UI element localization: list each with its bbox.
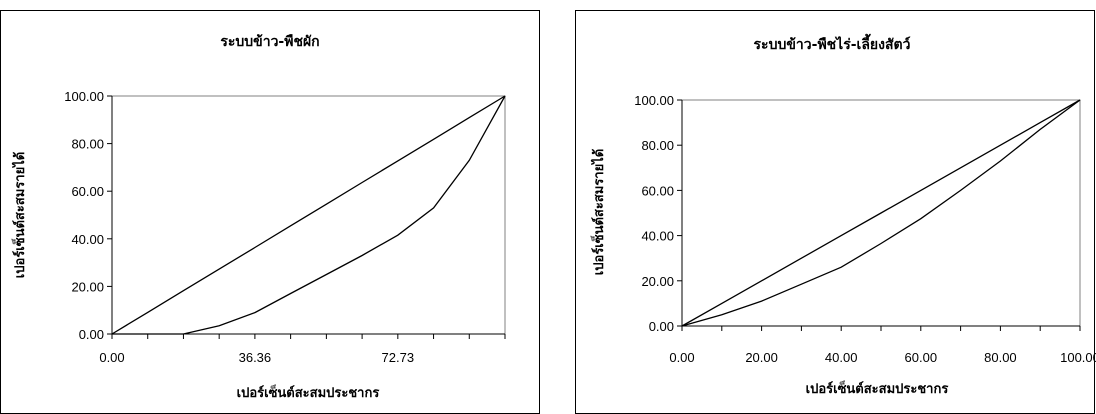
- chart-2-series: [681, 99, 1081, 327]
- chart-2-x-tick-label: 0.00: [669, 350, 694, 365]
- chart-2-x-tick-label: 40.00: [825, 350, 858, 365]
- chart-2: ระบบข้าว-พืชไร่-เลี้ยงสัตว์ 0.00 20.00 40.…: [575, 10, 1096, 414]
- chart-1-x-tick-label: 0.00: [99, 350, 124, 365]
- chart-1-y-tick-label: 60.00: [71, 184, 104, 199]
- chart-2-y-tick-label: 0.00: [649, 319, 674, 334]
- chart-2-y-tick-label: 60.00: [641, 183, 674, 198]
- chart-2-x-tick-label: 100.00: [1060, 350, 1096, 365]
- chart-2-x-tick-label: 60.00: [905, 350, 938, 365]
- chart-1-x-tick-label: 72.73: [382, 350, 415, 365]
- chart-1-x-tick-label: 36.36: [239, 350, 272, 365]
- chart-2-y-tick-label: 80.00: [641, 138, 674, 153]
- chart-2-y-tick-label: 40.00: [641, 229, 674, 244]
- chart-1-y-tick-label: 20.00: [71, 279, 104, 294]
- chart-2-y-tick-label: 100.00: [634, 93, 674, 108]
- chart-2-series-line-2: [681, 99, 1081, 327]
- chart-2-x-tick-label: 20.00: [745, 350, 778, 365]
- chart-1-y-tick-label: 40.00: [71, 232, 104, 247]
- chart-2-y-axis-label: เปอร์เซ็นต์สะสมรายได้: [589, 149, 607, 275]
- chart-1: ระบบข้าว-พืชผัก 0.00 20.00 40.00 60.00 80.00…: [0, 10, 540, 414]
- chart-1-y-axis-label: เปอร์เซ็นต์สะสมรายได้: [10, 152, 28, 278]
- chart-1-ticks: 0.00 20.00 40.00 60.00 80.00 100.00 0.00 36.36 7…: [64, 89, 506, 365]
- chart-2-x-axis-label: เปอร์เซ็นต์สะสมประชากร: [806, 379, 949, 397]
- chart-2-x-tick-label: 80.00: [984, 350, 1017, 365]
- chart-2-y-tick-label: 20.00: [641, 274, 674, 289]
- chart-2-series-line-1: [681, 99, 1081, 327]
- chart-1-y-tick-label: 100.00: [64, 89, 104, 104]
- chart-2-title: ระบบข้าว-พืชไร่-เลี้ยงสัตว์: [754, 33, 911, 53]
- chart-1-x-axis-label: เปอร์เซ็นต์สะสมประชากร: [237, 383, 380, 401]
- chart-1-y-tick-label: 80.00: [71, 137, 104, 152]
- chart-1-series-line-1: [111, 95, 506, 335]
- chart-2-ticks: 0.00 20.00 40.00 60.00 80.00 100.00 0.00 20.00 4…: [634, 93, 1096, 365]
- chart-1-title: ระบบข้าว-พืชผัก: [220, 34, 319, 50]
- chart-1-y-tick-label: 0.00: [79, 327, 104, 342]
